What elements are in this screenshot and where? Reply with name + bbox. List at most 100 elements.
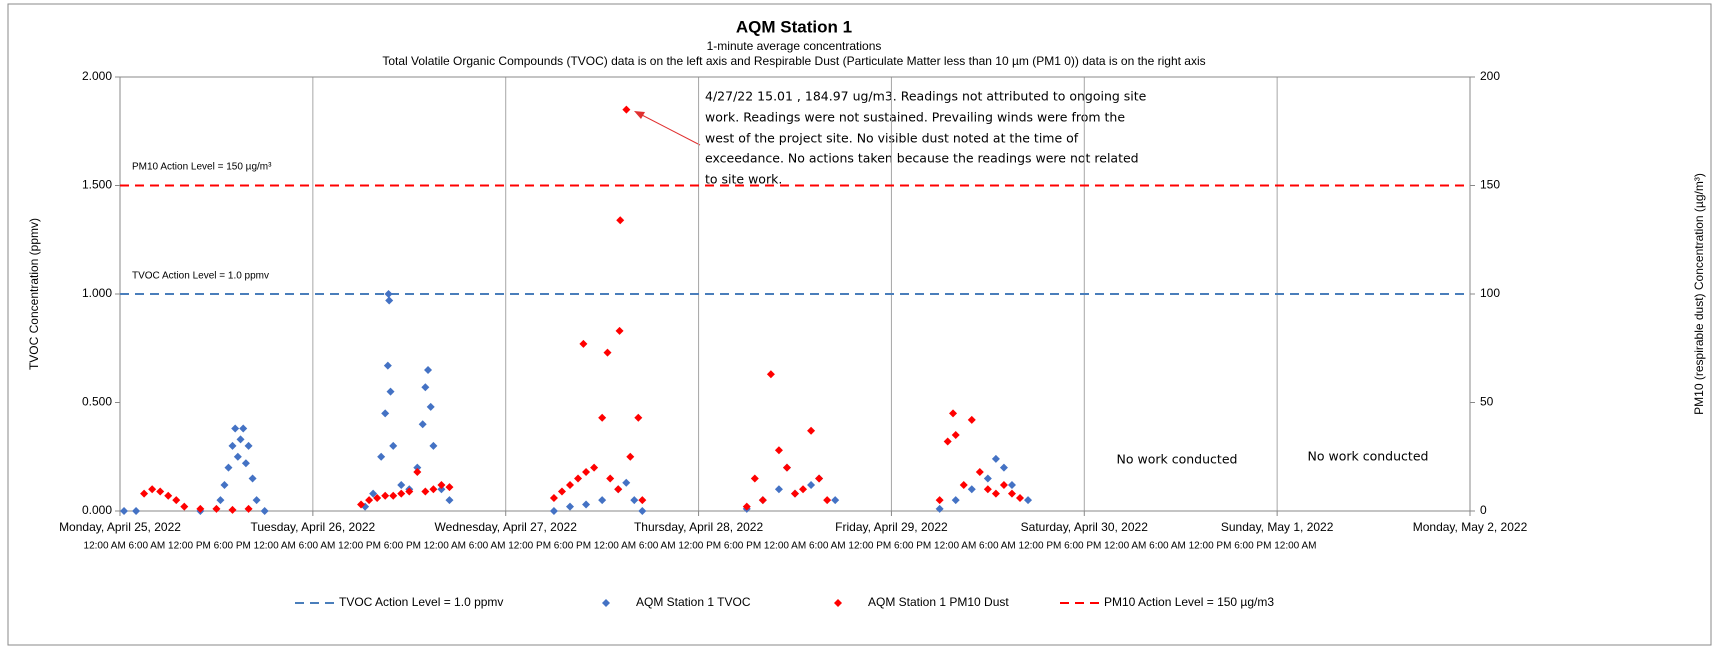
data-point (999, 480, 1008, 489)
data-point (959, 480, 968, 489)
data-point (383, 361, 392, 370)
x-tick-label: Saturday, April 30, 2022 (1021, 520, 1149, 534)
y-tick-label: 0.500 (82, 395, 112, 409)
x-tick-label: Sunday, May 1, 2022 (1221, 520, 1334, 534)
legend-swatch (834, 599, 842, 607)
data-point (935, 496, 944, 505)
data-point (549, 493, 558, 502)
data-point (231, 424, 240, 433)
data-point (1016, 493, 1024, 502)
x-tick-label: Wednesday, April 27, 2022 (435, 520, 578, 534)
legend-label: AQM Station 1 TVOC (636, 595, 751, 609)
data-point (421, 383, 430, 392)
y-tick-label: 0.000 (82, 503, 112, 517)
data-point (156, 487, 165, 496)
legend-swatch (602, 599, 610, 607)
annotation: TVOC Action Level = 1.0 ppmv (132, 271, 269, 282)
legend-label: AQM Station 1 PM10 Dust (868, 595, 1009, 609)
data-point (999, 463, 1008, 472)
data-point (566, 480, 574, 489)
data-point (140, 489, 149, 498)
callout: 4/27/22 15.01 , 184.97 ug/m3. Readings n… (705, 89, 1147, 187)
x-tick-label: Thursday, April 28, 2022 (634, 520, 764, 534)
data-point (386, 387, 395, 396)
data-point (172, 496, 181, 505)
data-point (384, 290, 393, 298)
data-point (579, 339, 588, 348)
y2-tick-label: 150 (1480, 178, 1500, 192)
x-tick-label: Tuesday, April 26, 2022 (250, 520, 375, 534)
data-point (774, 446, 783, 455)
y2-tick-label: 50 (1480, 395, 1494, 409)
data-point (429, 485, 438, 494)
data-point (614, 485, 623, 494)
y-axis-label: TVOC Concentration (ppmv) (27, 218, 41, 370)
data-point (983, 485, 992, 494)
data-point (766, 370, 775, 379)
data-point (582, 467, 591, 476)
data-point (120, 507, 129, 515)
data-point (413, 463, 422, 472)
data-point (418, 420, 427, 429)
data-point (164, 491, 173, 500)
data-point (239, 424, 248, 433)
data-point (975, 467, 984, 476)
data-point (807, 480, 816, 489)
data-point (365, 496, 374, 505)
data-point (421, 487, 430, 496)
data-point (750, 474, 759, 483)
data-point (224, 463, 233, 472)
y-tick-label: 1.500 (82, 178, 112, 192)
x-tick-label: Monday, April 25, 2022 (59, 520, 181, 534)
data-point (220, 480, 229, 489)
data-point (1024, 496, 1033, 505)
data-point (603, 348, 612, 357)
y2-tick-label: 0 (1480, 503, 1487, 517)
data-point (385, 296, 394, 305)
annotation: PM10 Action Level = 150 µg/m³ (132, 162, 272, 173)
data-point (758, 496, 767, 505)
data-point (622, 478, 631, 487)
data-point (397, 480, 406, 489)
data-point (935, 504, 944, 513)
data-point (426, 402, 435, 411)
data-point (445, 496, 454, 505)
data-point (951, 496, 960, 505)
data-point (252, 496, 261, 505)
data-point (951, 431, 960, 440)
chart-subtitle: 1-minute average concentrations (707, 39, 882, 53)
data-point (606, 474, 615, 483)
chart-title: AQM Station 1 (736, 17, 852, 36)
data-point (967, 485, 976, 494)
data-point (216, 496, 225, 505)
data-point (248, 474, 257, 483)
data-point (381, 491, 390, 500)
data-point (983, 474, 992, 483)
data-point (244, 504, 253, 513)
data-point (241, 459, 250, 468)
data-point (807, 426, 816, 435)
data-point (389, 441, 398, 450)
data-point (389, 491, 398, 500)
legend-label: PM10 Action Level = 150 µg/m3 (1104, 595, 1274, 609)
data-point (212, 504, 221, 513)
data-point (566, 502, 574, 511)
callout-line: exceedance. No actions taken because the… (705, 151, 1139, 166)
data-point (429, 441, 438, 450)
data-point (132, 507, 141, 515)
data-point (233, 452, 242, 461)
data-point (196, 504, 205, 513)
data-point (638, 496, 647, 505)
data-point (590, 463, 599, 472)
data-point (630, 496, 639, 505)
callout-line: work. Readings were not sustained. Preva… (705, 110, 1125, 125)
annotation: No work conducted (1117, 452, 1238, 467)
data-point (437, 485, 446, 494)
data-point (949, 409, 958, 418)
data-point (582, 500, 591, 509)
y-tick-label: 1.000 (82, 286, 112, 300)
x-tick-label: Monday, May 2, 2022 (1413, 520, 1528, 534)
callout-line: to site work. (705, 172, 782, 187)
data-point (357, 500, 366, 509)
